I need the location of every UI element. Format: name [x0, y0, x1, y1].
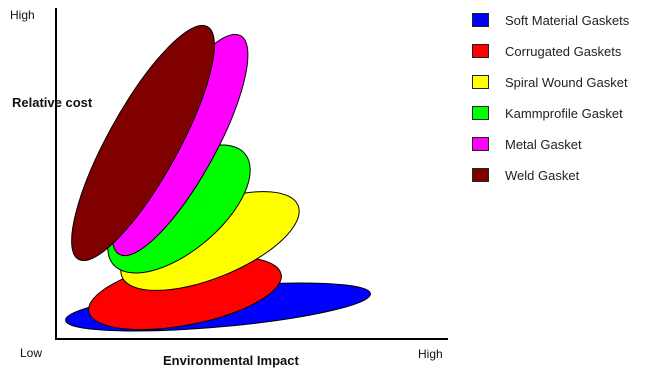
- legend-label: Spiral Wound Gasket: [505, 75, 628, 90]
- legend-label: Kammprofile Gasket: [505, 106, 623, 121]
- legend-swatch: [472, 44, 489, 58]
- y-axis-title: Relative cost: [12, 95, 93, 110]
- legend-item: Corrugated Gaskets: [472, 43, 642, 59]
- legend-item: Weld Gasket: [472, 167, 642, 183]
- legend-item: Spiral Wound Gasket: [472, 74, 642, 90]
- legend-item: Soft Material Gaskets: [472, 12, 642, 28]
- legend-swatch: [472, 75, 489, 89]
- legend-item: Kammprofile Gasket: [472, 105, 642, 121]
- legend-label: Metal Gasket: [505, 137, 582, 152]
- legend-label: Weld Gasket: [505, 168, 580, 183]
- legend-swatch: [472, 13, 489, 27]
- legend-item: Metal Gasket: [472, 136, 642, 152]
- legend-label: Corrugated Gaskets: [505, 44, 622, 59]
- legend-swatch: [472, 168, 489, 182]
- x-axis-high-label: High: [418, 347, 443, 361]
- weld-gasket-region: [71, 24, 215, 262]
- legend-swatch: [472, 106, 489, 120]
- legend-swatch: [472, 137, 489, 151]
- x-axis-title: Environmental Impact: [163, 353, 299, 368]
- legend: Soft Material Gaskets Corrugated Gaskets…: [472, 12, 642, 198]
- legend-label: Soft Material Gaskets: [505, 13, 630, 28]
- y-axis-high-label: High: [10, 8, 35, 22]
- x-axis-low-label: Low: [20, 346, 43, 360]
